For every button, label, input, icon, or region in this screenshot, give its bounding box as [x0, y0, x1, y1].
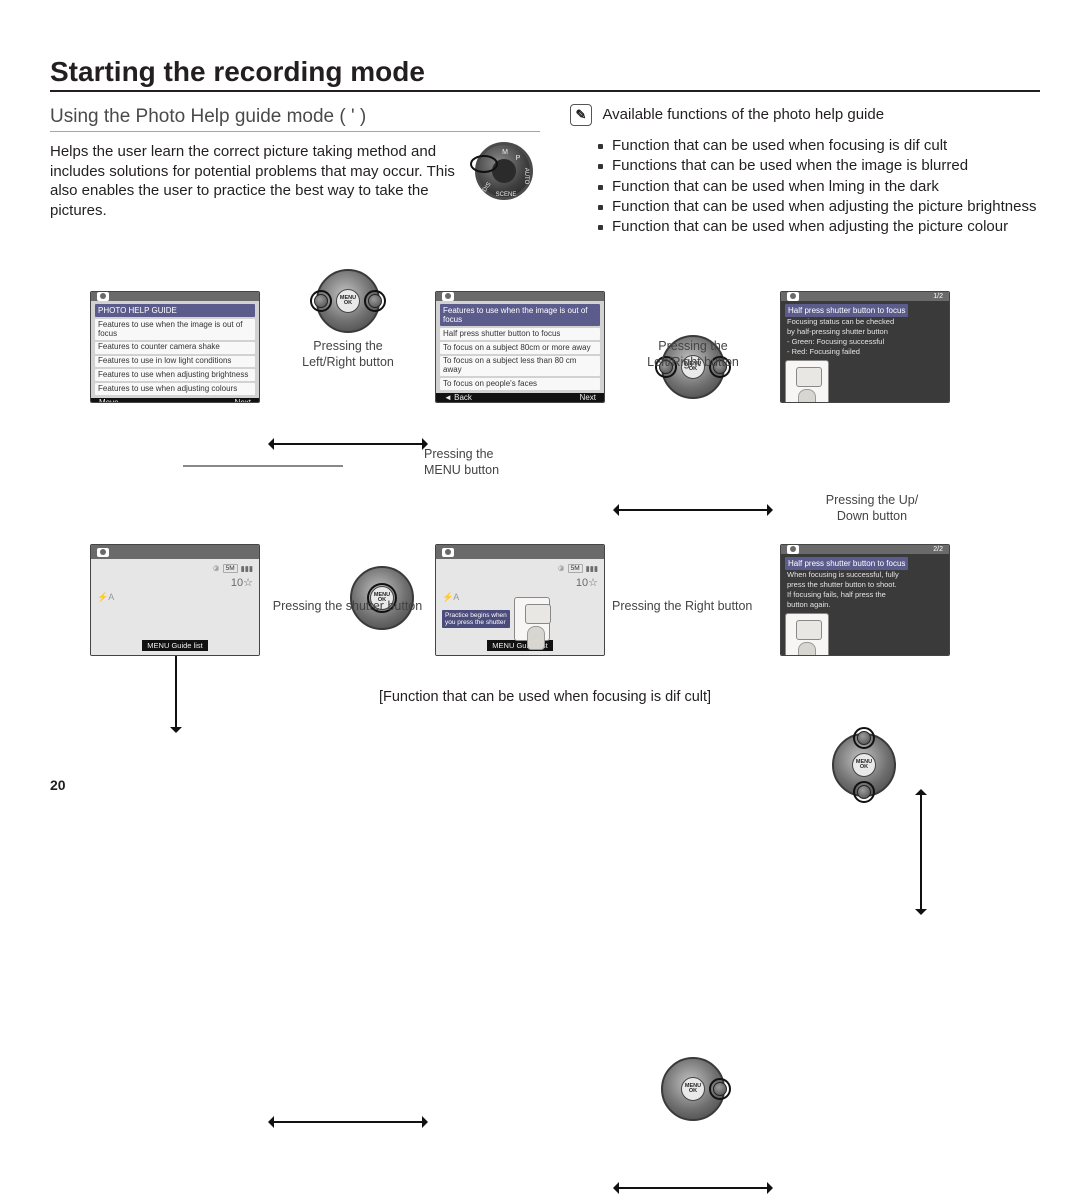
hand-camera-icon	[785, 613, 829, 656]
screen-3: 1/2 Half press shutter button to focus F…	[780, 291, 950, 403]
menu-row: Features to counter camera shake	[95, 342, 255, 354]
screen-4-preview: ③ 5M ▮▮▮ 10☆ ⚡A MENU Guide list	[90, 544, 260, 656]
page-title: Starting the recording mode	[50, 56, 1040, 92]
caption-shutter: Pressing the shutter button	[260, 599, 435, 615]
list-item: Functions that can be used when the imag…	[598, 156, 1040, 176]
section-subhead: Using the Photo Help guide mode ( ' )	[50, 106, 540, 132]
help-line: - Red: Focusing failed	[785, 347, 908, 357]
hand-camera-icon	[785, 360, 829, 403]
mode-dial-icon: M P AUTO SCENE DIS	[470, 142, 540, 202]
svg-text:SCENE: SCENE	[496, 192, 517, 198]
list-item: Function that can be used when focusing …	[598, 136, 1040, 156]
svg-text:DIS: DIS	[482, 182, 493, 194]
battery-icon: ▮▮▮	[586, 564, 598, 573]
connector-line	[183, 465, 343, 467]
svg-text:P: P	[516, 155, 521, 162]
help-line: press the shutter button to shoot.	[785, 580, 908, 590]
control-pad-icon: MENUOK	[661, 1057, 725, 1121]
note-title: Available functions of the photo help gu…	[602, 106, 884, 123]
softkey-right: Next	[235, 398, 251, 403]
double-arrow-v	[920, 793, 922, 911]
flow-diagram: PHOTO HELP GUIDE Features to use when th…	[50, 269, 1040, 769]
hand-camera-icon	[514, 597, 550, 641]
menu-row: Features to use in low light conditions	[95, 356, 255, 368]
menu-row: To focus on people's faces	[440, 378, 600, 390]
tip-line: you press the shutter	[445, 619, 506, 626]
double-arrow-h	[617, 509, 769, 511]
caption-left-right: Pressing theLeft/Right button	[288, 339, 408, 370]
battery-icon: ▮▮▮	[241, 564, 253, 573]
screen-2: Features to use when the image is out of…	[435, 291, 605, 403]
intro-text: Helps the user learn the correct picture…	[50, 142, 460, 220]
page-indicator: 2/2	[933, 546, 943, 553]
help-line: by half-pressing shutter button	[785, 327, 908, 337]
flash-icon: ⚡A	[97, 592, 114, 603]
menu-row: To focus on a subject less than 80 cm aw…	[440, 356, 600, 377]
help-line: Focusing status can be checked	[785, 317, 908, 327]
list-item: Function that can be used when adjusting…	[598, 197, 1040, 217]
indicator: ③	[558, 564, 565, 573]
caption-menu: Pressing theMENU button	[424, 447, 524, 478]
control-pad-icon: MENUOK	[316, 269, 380, 333]
softkey-left: ◄ Back	[444, 393, 472, 402]
menu-row: Features to use when adjusting brightnes…	[95, 369, 255, 381]
menu-row: Features to use when the image is out of…	[95, 319, 255, 340]
svg-text:AUTO: AUTO	[523, 168, 529, 185]
double-arrow-h	[617, 1187, 769, 1189]
caption-up-down: Pressing the Up/Down button	[812, 493, 932, 524]
indicator: 5M	[223, 564, 238, 573]
left-column: Using the Photo Help guide mode ( ' ) He…	[50, 106, 540, 237]
caption-left-right: Pressing theLeft/Right button	[633, 339, 753, 370]
screen-6: 2/2 Half press shutter button to focus W…	[780, 544, 950, 656]
screen-header: Features to use when the image is out of…	[440, 304, 600, 326]
softkey-left: Move	[99, 398, 119, 403]
menu-row: Half press shutter button to focus	[440, 328, 600, 340]
note-icon: ✎	[570, 104, 592, 126]
indicator: 5M	[568, 564, 583, 573]
screen-header: Half press shutter button to focus	[785, 557, 908, 570]
right-column: ✎ Available functions of the photo help …	[570, 106, 1040, 237]
list-item: Function that can be used when adjusting…	[598, 217, 1040, 237]
two-column-area: Using the Photo Help guide mode ( ' ) He…	[50, 106, 1040, 237]
bottom-caption: [Function that can be used when focusing…	[50, 689, 1040, 705]
softkey-right: Next	[580, 393, 596, 402]
list-item: Function that can be used when lming in …	[598, 177, 1040, 197]
menu-hint: MENU Guide list	[142, 640, 207, 651]
menu-row: Features to use when adjusting colours	[95, 383, 255, 395]
indicator: ③	[213, 564, 220, 573]
control-pad-icon: MENUOK	[832, 733, 896, 797]
svg-text:M: M	[502, 149, 508, 156]
help-line: button again.	[785, 600, 908, 610]
screen-header: PHOTO HELP GUIDE	[95, 304, 255, 317]
help-line: - Green: Focusing successful	[785, 337, 908, 347]
screen-header: Half press shutter button to focus	[785, 304, 908, 317]
tip-line: Practice begins when	[445, 612, 507, 619]
function-list: Function that can be used when focusing …	[598, 136, 1040, 237]
menu-row: To focus on a subject 80cm or more away	[440, 342, 600, 354]
caption-right: Pressing the Right button	[612, 599, 772, 615]
help-line: When focusing is successful, fully	[785, 570, 908, 580]
help-line: If focusing fails, half press the	[785, 590, 908, 600]
page-number: 20	[50, 777, 66, 793]
control-pad-icon: MENUOK	[350, 566, 414, 630]
screen-5-preview: ③ 5M ▮▮▮ 10☆ ⚡A Practice begins when you…	[435, 544, 605, 656]
double-arrow-h	[272, 443, 424, 445]
counter: 10☆	[576, 576, 598, 589]
counter: 10☆	[231, 576, 253, 589]
screen-1: PHOTO HELP GUIDE Features to use when th…	[90, 291, 260, 403]
page-indicator: 1/2	[933, 293, 943, 300]
double-arrow-h	[272, 1121, 424, 1123]
